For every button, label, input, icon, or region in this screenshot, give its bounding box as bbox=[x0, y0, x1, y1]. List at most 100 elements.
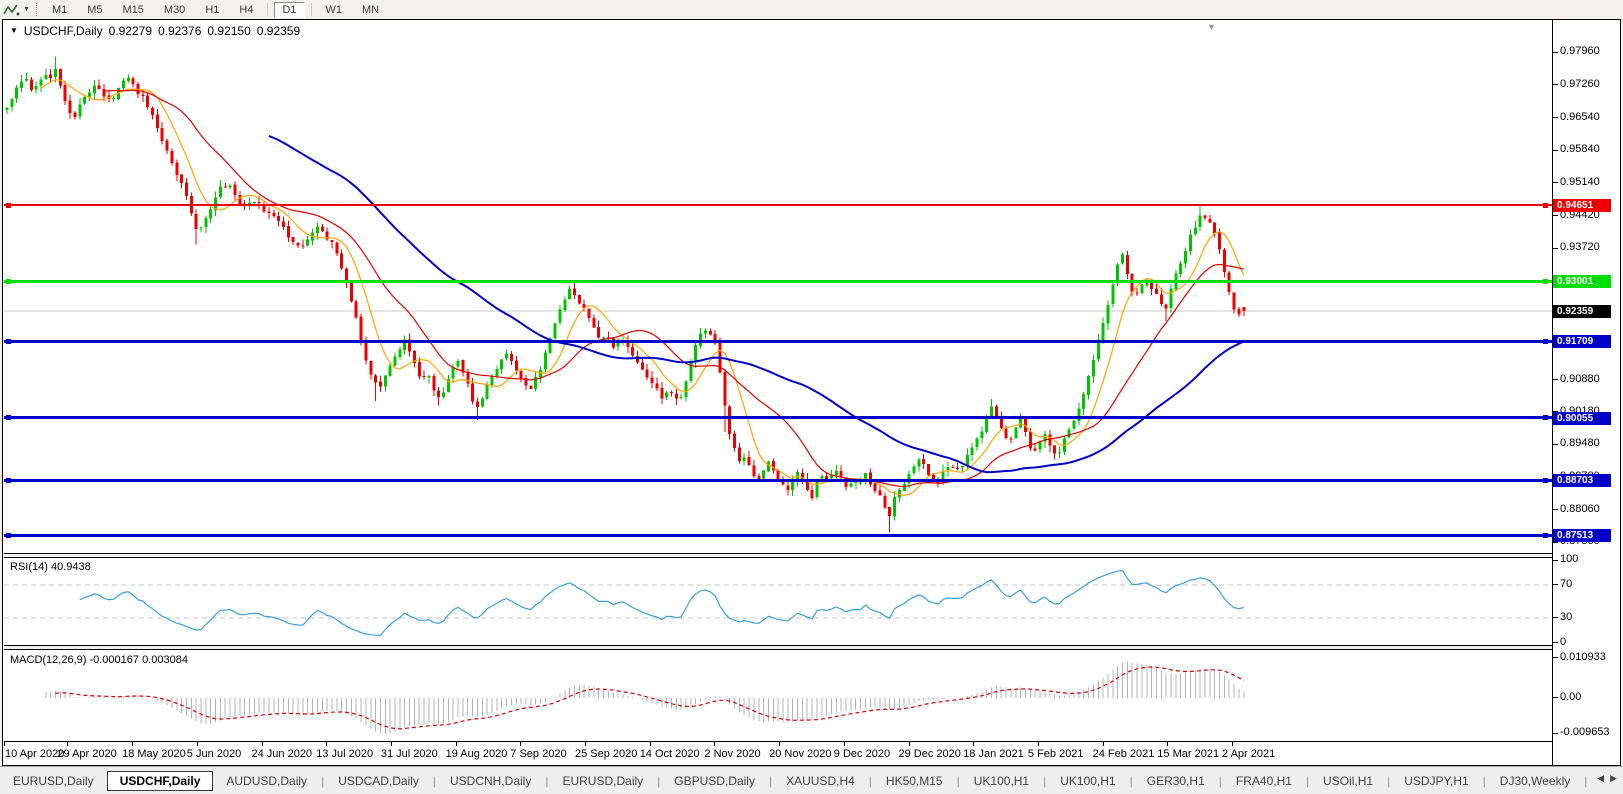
timeframe-toolbar: ▼ M1 M5 M15 M30 H1 H4 D1 W1 MN bbox=[0, 0, 1623, 20]
horizontal-line-0.90055[interactable] bbox=[4, 416, 1552, 420]
tab-uk100-h1[interactable]: UK100,H1 bbox=[973, 773, 1030, 788]
line-handle[interactable] bbox=[1543, 415, 1548, 421]
pane-splitter[interactable] bbox=[4, 645, 1552, 650]
date-tick-label: 2 Nov 2020 bbox=[704, 748, 761, 760]
tab-ger30-h1[interactable]: GER30,H1 bbox=[1146, 773, 1205, 788]
date-tick-label: 20 Nov 2020 bbox=[769, 748, 832, 760]
timeframe-button-H4[interactable]: H4 bbox=[239, 3, 254, 16]
tab-separator: | bbox=[768, 773, 773, 788]
rsi-indicator-label: RSI(14) 40.9438 bbox=[10, 561, 91, 573]
tab-separator: | bbox=[868, 773, 872, 788]
timeframe-button-M30[interactable]: M30 bbox=[163, 3, 186, 16]
price-tick-label: 0.97260 bbox=[1560, 77, 1600, 90]
tab-usdchf-daily[interactable]: USDCHF,Daily bbox=[106, 770, 214, 791]
timeframe-button-D1[interactable]: D1 bbox=[274, 1, 305, 18]
scroll-right-icon[interactable]: ▶ bbox=[1610, 773, 1617, 783]
tab-hk50-m15[interactable]: HK50,M15 bbox=[885, 773, 943, 788]
date-tick-mark bbox=[1037, 742, 1039, 746]
price-tick-mark bbox=[1553, 509, 1558, 511]
date-tick-mark bbox=[973, 742, 975, 746]
chart-tab-bar: EURUSD,Daily USDCHF,Daily AUDUSD,Daily | USD… bbox=[0, 766, 1623, 794]
line-handle[interactable] bbox=[1543, 338, 1548, 344]
date-tick-label: 25 Sep 2020 bbox=[575, 748, 638, 760]
macd-pane-canvas[interactable] bbox=[4, 650, 1552, 741]
price-tick-label: 0.95840 bbox=[1560, 143, 1600, 156]
indicator-zigzag-icon[interactable] bbox=[3, 2, 23, 17]
date-tick-mark bbox=[779, 742, 781, 746]
timeframe-button-MN[interactable]: MN bbox=[362, 3, 380, 16]
horizontal-line-0.94651[interactable] bbox=[4, 204, 1552, 207]
tab-separator: | bbox=[1482, 773, 1486, 788]
tab-eurusd-daily[interactable]: EURUSD,Daily bbox=[562, 773, 644, 788]
tab-usdjpy-h1[interactable]: USDJPY,H1 bbox=[1404, 773, 1469, 788]
date-tick-label: 13 Jul 2020 bbox=[316, 748, 374, 760]
line-price-label: 0.87513 bbox=[1553, 529, 1611, 543]
tab-usdcnh-daily[interactable]: USDCNH,Daily bbox=[450, 773, 532, 788]
line-handle[interactable] bbox=[6, 532, 11, 538]
price-chart-canvas[interactable] bbox=[4, 21, 1552, 553]
line-handle[interactable] bbox=[1543, 202, 1548, 208]
toolbar-grip[interactable] bbox=[35, 3, 37, 16]
price-tick-label: 0.93720 bbox=[1560, 241, 1600, 254]
tab-dj30-weekly[interactable]: DJ30,Weekly bbox=[1499, 773, 1571, 788]
tab-uk100-h1[interactable]: UK100,H1 bbox=[1060, 773, 1116, 788]
line-handle[interactable] bbox=[1543, 477, 1548, 483]
horizontal-line-0.93001[interactable] bbox=[4, 279, 1552, 283]
macd-tick-mark bbox=[1553, 697, 1558, 699]
rsi-tick-label: 30 bbox=[1560, 610, 1573, 623]
timeframe-button-M1[interactable]: M1 bbox=[51, 3, 68, 16]
tab-fra40-h1[interactable]: FRA40,H1 bbox=[1235, 773, 1292, 788]
tab-gbpusd-daily[interactable]: GBPUSD,Daily bbox=[674, 773, 755, 788]
timeframe-button-M15[interactable]: M15 bbox=[122, 3, 144, 16]
line-handle[interactable] bbox=[6, 338, 11, 344]
macd-tick-label: 0.010933 bbox=[1560, 650, 1606, 663]
chevron-down-icon[interactable]: ▼ bbox=[23, 6, 30, 13]
tab-xauusd-h4[interactable]: XAUUSD,H4 bbox=[786, 773, 855, 788]
price-tick-label: 0.96540 bbox=[1560, 110, 1600, 123]
date-tick-label: 10 Apr 2020 bbox=[5, 748, 65, 760]
tab-separator: | bbox=[1387, 773, 1391, 788]
date-tick-mark bbox=[714, 742, 716, 746]
tab-audusd-daily[interactable]: AUDUSD,Daily bbox=[226, 773, 308, 788]
tab-separator: | bbox=[1305, 773, 1310, 788]
tab-usoil-h1[interactable]: USOil,H1 bbox=[1323, 773, 1374, 788]
line-handle[interactable] bbox=[6, 415, 11, 421]
date-tick-mark bbox=[455, 742, 457, 746]
rsi-tick-mark bbox=[1553, 617, 1558, 619]
line-handle[interactable] bbox=[6, 278, 11, 284]
date-tick-label: 5 Feb 2021 bbox=[1027, 748, 1084, 760]
date-tick-label: 18 May 2020 bbox=[122, 748, 186, 760]
timeframe-button-M5[interactable]: M5 bbox=[87, 3, 103, 16]
line-price-label: 0.90055 bbox=[1553, 411, 1611, 425]
price-scale-border bbox=[1552, 20, 1553, 765]
line-handle[interactable] bbox=[6, 202, 11, 208]
tab-separator: | bbox=[545, 773, 549, 788]
tab-eurusd-daily[interactable]: EURUSD,Daily bbox=[13, 773, 94, 788]
timeframe-button-H1[interactable]: H1 bbox=[205, 3, 220, 16]
pane-splitter[interactable] bbox=[4, 553, 1552, 558]
horizontal-line-0.88703[interactable] bbox=[4, 478, 1552, 482]
date-tick-mark bbox=[1102, 742, 1104, 746]
date-tick-mark bbox=[196, 742, 198, 746]
rsi-pane-canvas[interactable] bbox=[4, 558, 1552, 645]
price-tick-mark bbox=[1553, 182, 1558, 184]
scroll-left-icon[interactable]: ◀ bbox=[1597, 773, 1605, 783]
line-handle[interactable] bbox=[1543, 278, 1548, 284]
date-tick-mark bbox=[649, 742, 651, 746]
chart-shift-triangle-icon[interactable]: ▼ bbox=[1207, 22, 1216, 32]
chevron-down-icon[interactable]: ▼ bbox=[10, 26, 18, 35]
line-handle[interactable] bbox=[6, 477, 11, 483]
timeframe-button-W1[interactable]: W1 bbox=[325, 3, 343, 16]
tab-separator: | bbox=[956, 773, 960, 788]
price-tick-mark bbox=[1553, 379, 1558, 381]
horizontal-line-0.91709[interactable] bbox=[4, 339, 1552, 343]
line-handle[interactable] bbox=[1543, 532, 1548, 538]
date-tick-mark bbox=[908, 742, 910, 746]
tab-separator: | bbox=[432, 773, 436, 788]
horizontal-line-0.87513[interactable] bbox=[4, 533, 1552, 537]
open-value: 0.92279 bbox=[108, 24, 152, 38]
close-value: 0.92359 bbox=[256, 24, 301, 38]
low-value: 0.92150 bbox=[207, 24, 251, 38]
date-axis[interactable]: 10 Apr 2020 29 Apr 2020 18 May 2020 5 Jun 2… bbox=[4, 741, 1552, 764]
tab-usdcad-daily[interactable]: USDCAD,Daily bbox=[338, 773, 419, 788]
